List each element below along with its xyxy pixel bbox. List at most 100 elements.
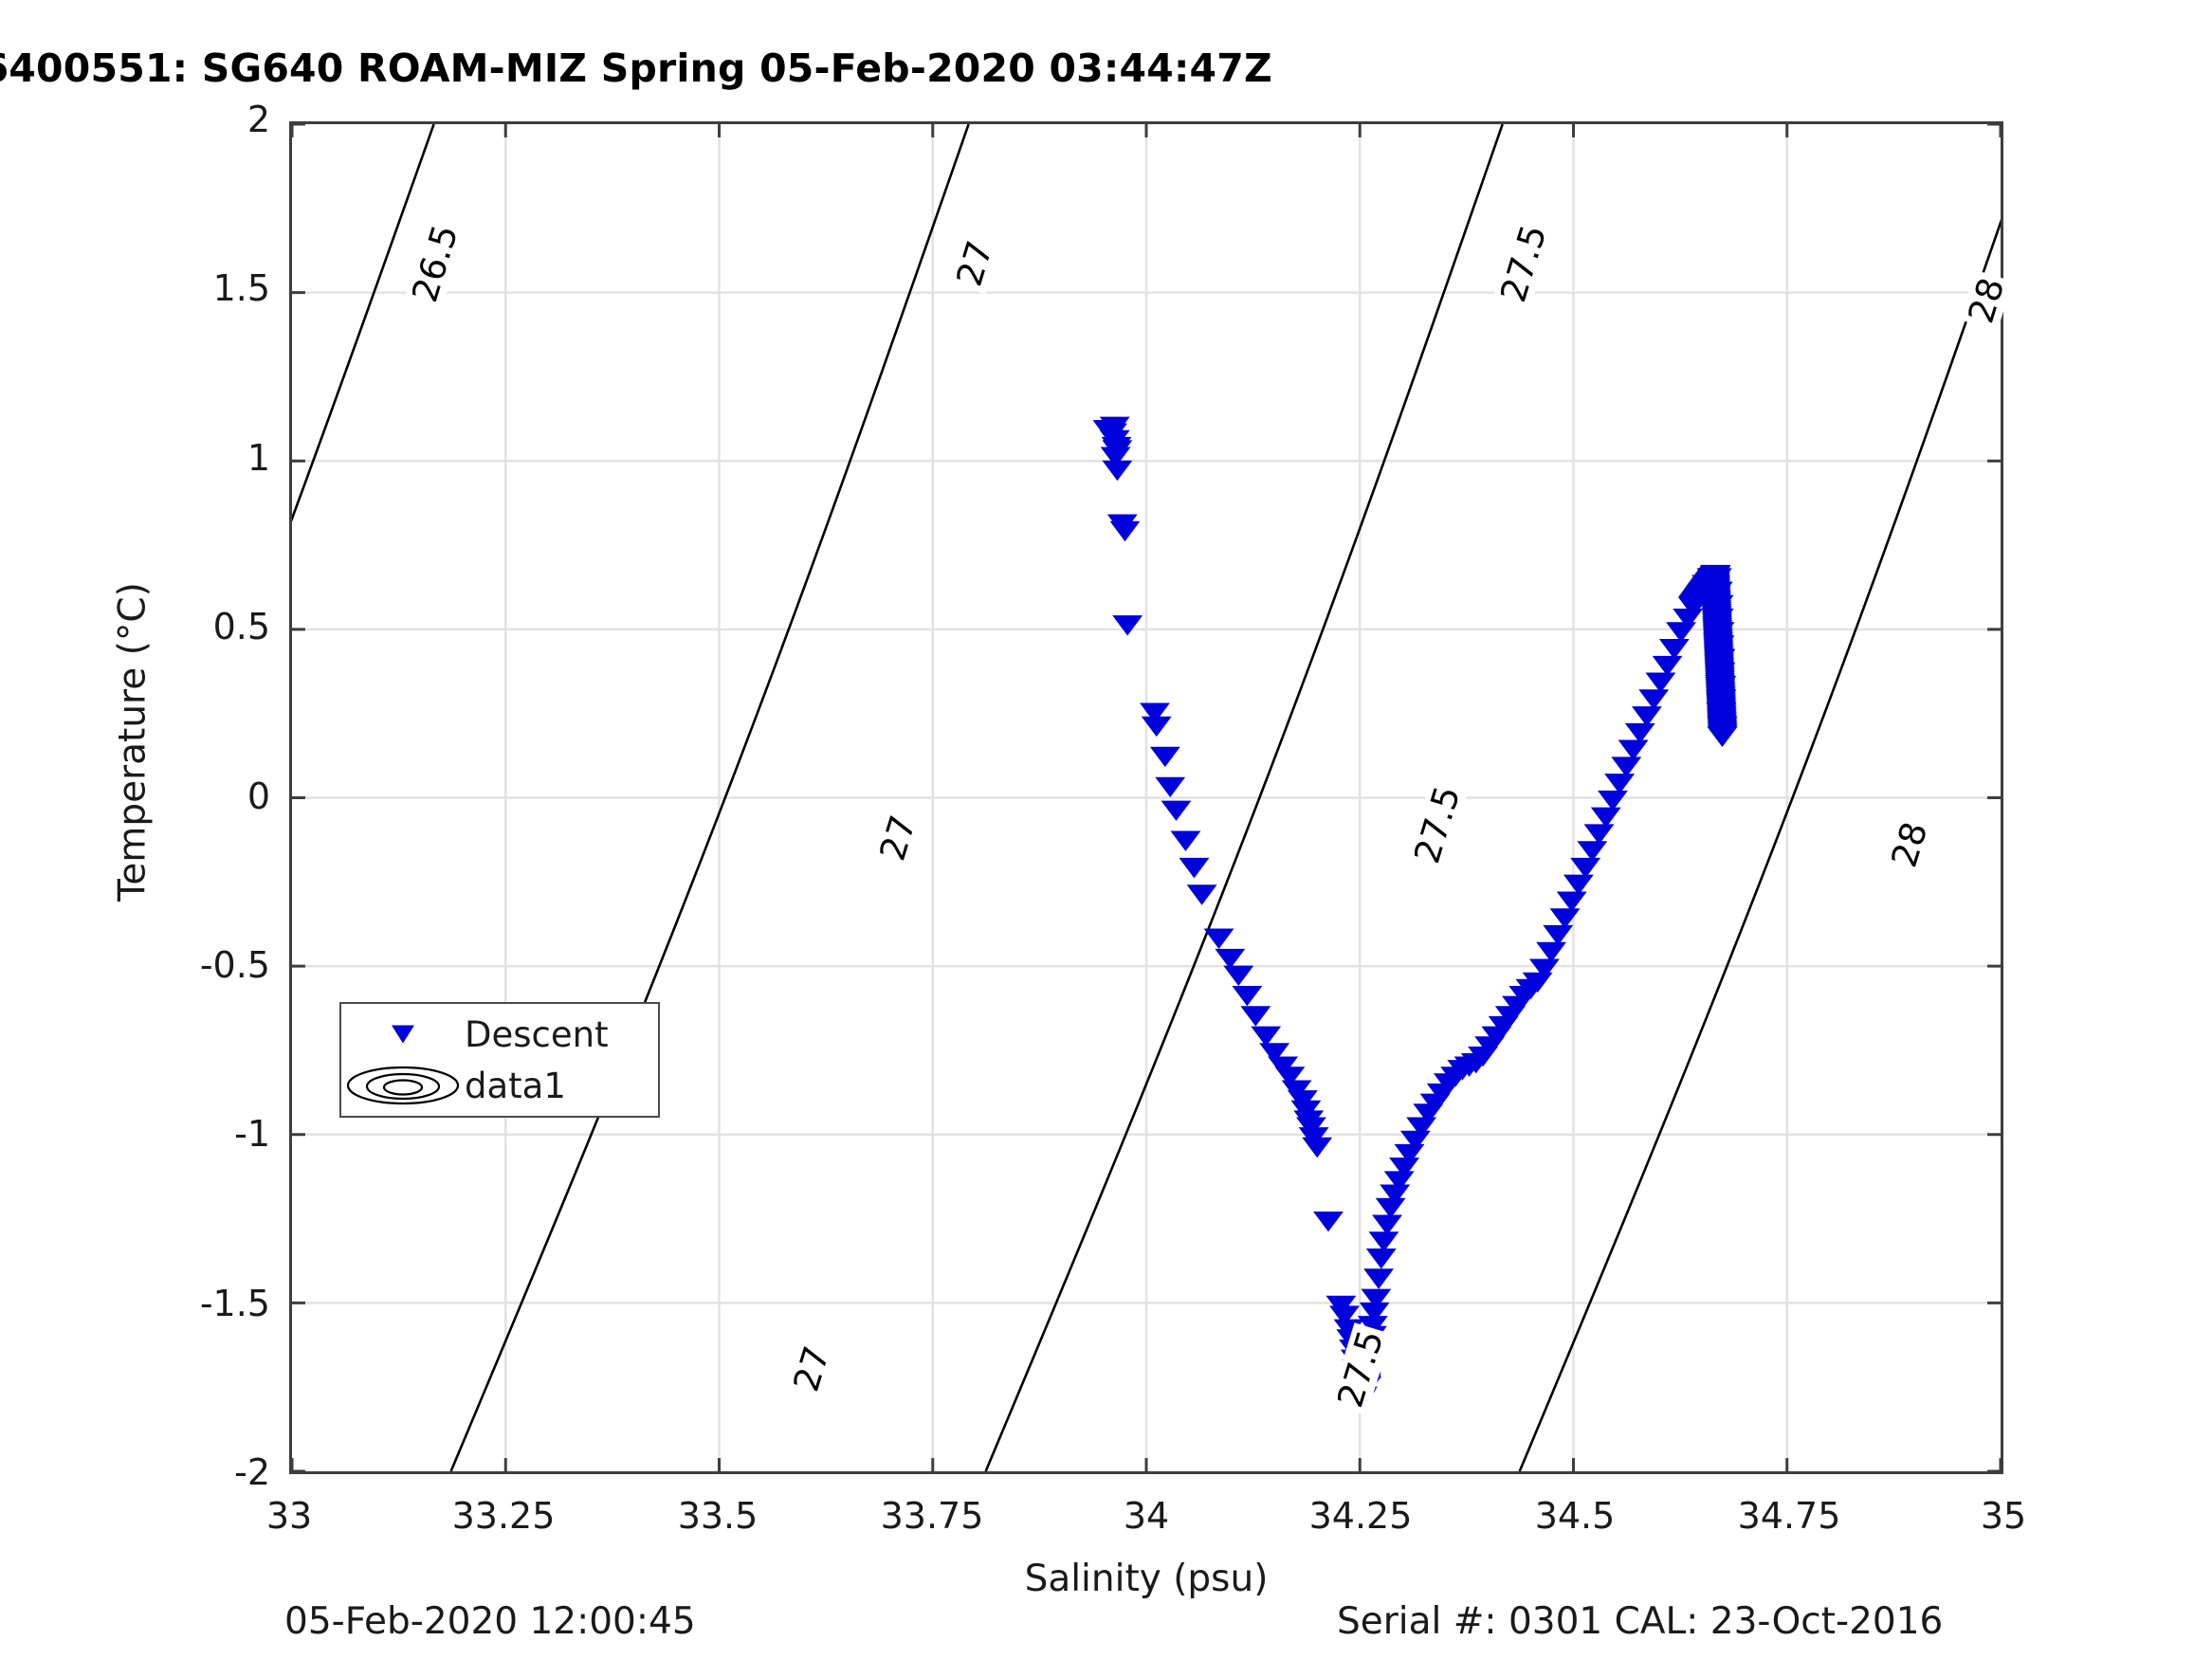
x-tick-label: 34 [1123, 1495, 1170, 1537]
y-axis-label: Temperature (°C) [111, 582, 155, 902]
footer-serial-cal: Serial #: 0301 CAL: 23-Oct-2016 [1337, 1600, 1944, 1643]
x-tick-label: 34.75 [1737, 1495, 1841, 1537]
legend-item-label: data1 [465, 1065, 566, 1106]
data-point [1223, 965, 1254, 986]
data-point [1251, 1026, 1282, 1047]
data-point [1611, 757, 1642, 777]
data-point [1536, 941, 1567, 963]
x-tick-label: 33 [265, 1495, 313, 1537]
y-tick-label: 0.5 [212, 606, 270, 648]
data-point [1313, 1211, 1344, 1232]
data-point [1645, 672, 1676, 693]
legend-item-data1[interactable]: data1 [341, 1059, 658, 1112]
data-point [1549, 908, 1581, 929]
data-point [1543, 924, 1574, 946]
data-point [1707, 726, 1738, 747]
contour-rings-icon [346, 1066, 460, 1105]
data-point [1179, 857, 1210, 879]
data-point [1170, 830, 1201, 851]
data-point [1186, 884, 1217, 905]
y-tick-label: -1 [234, 1113, 270, 1156]
y-tick-label: 1 [247, 436, 270, 479]
data-point [1368, 1231, 1399, 1252]
page-title: p6400551: SG640 ROAM-MIZ Spring 05-Feb-2… [0, 46, 1272, 91]
data-point [1638, 689, 1670, 710]
data-point [1287, 1090, 1318, 1111]
x-tick-label: 33.75 [880, 1495, 984, 1537]
footer-timestamp: 05-Feb-2020 12:00:45 [284, 1600, 696, 1643]
data-point [1329, 1305, 1360, 1326]
y-tick-label: -1.5 [199, 1282, 270, 1324]
triangle-down-marker [341, 1008, 465, 1061]
data-point [1631, 706, 1662, 727]
data-point [1141, 716, 1172, 738]
data-point [1365, 1248, 1397, 1269]
data-point [1215, 948, 1246, 970]
data-point [1259, 1043, 1290, 1064]
data-point [1389, 1158, 1420, 1178]
data-point [1099, 416, 1130, 437]
plot-area [289, 121, 2003, 1474]
contour-line-26-5 [292, 124, 435, 522]
y-tick-label: -0.5 [199, 943, 270, 986]
data-point [1232, 985, 1263, 1007]
data-point [1363, 1268, 1395, 1289]
data-point [1268, 1056, 1299, 1077]
data-point [1583, 824, 1615, 845]
data-point [1618, 739, 1649, 761]
grid-lines [292, 124, 2001, 1471]
y-axis-label-wrapper: Temperature (°C) [57, 57, 155, 902]
data-point [1161, 800, 1192, 821]
data-point [1383, 1171, 1415, 1192]
data-point [1652, 655, 1683, 677]
data-point [1563, 874, 1594, 896]
data-point [1281, 1080, 1312, 1101]
data-point [1666, 622, 1696, 643]
y-tick-label: 0 [247, 775, 270, 817]
data-point [1700, 565, 1731, 586]
data-point [1325, 1295, 1357, 1317]
data-point [1372, 1214, 1402, 1235]
x-tick-label: 34.25 [1308, 1495, 1413, 1537]
data-point [1604, 774, 1636, 794]
data-point [1112, 615, 1143, 636]
x-tick-label: 34.5 [1534, 1495, 1616, 1537]
contour-lines [292, 124, 2001, 1471]
data-point [1570, 857, 1601, 879]
data-point [1240, 1006, 1271, 1027]
x-axis-label: Salinity (psu) [1024, 1558, 1269, 1600]
data-point [1528, 958, 1560, 979]
legend-item-label: Descent [465, 1013, 609, 1055]
data-point [1109, 520, 1141, 542]
y-tick-label: -2 [234, 1451, 270, 1493]
x-tick-label: 33.5 [677, 1495, 759, 1537]
data-point [1302, 1137, 1333, 1158]
legend[interactable]: Descent data1 [339, 1002, 660, 1118]
data-point [1102, 460, 1133, 482]
data-point [1295, 1117, 1326, 1138]
data-point [1100, 447, 1131, 467]
data-point [1274, 1066, 1306, 1087]
data-point [1155, 776, 1186, 798]
plot-svg [292, 124, 2001, 1471]
data-point [1624, 722, 1655, 744]
contour-rings-marker [341, 1059, 465, 1112]
contour-line-28 [1518, 218, 2001, 1471]
contour-line-27 [449, 124, 970, 1471]
data-point [1149, 746, 1180, 768]
data-point [1577, 841, 1608, 862]
tick-marks [292, 124, 2001, 1471]
data-point [1590, 807, 1621, 829]
legend-item-descent[interactable]: Descent [341, 1008, 658, 1061]
data-point [1375, 1197, 1406, 1219]
data-point [1658, 639, 1690, 660]
data-point [1298, 1127, 1329, 1148]
y-tick-label: 2 [247, 99, 270, 140]
data-point [1361, 1288, 1392, 1310]
data-point [1203, 928, 1234, 949]
contour-line-27-5 [984, 124, 1504, 1471]
data-point [1290, 1100, 1322, 1121]
x-tick-label: 33.25 [451, 1495, 556, 1537]
y-tick-label: 1.5 [212, 267, 270, 310]
